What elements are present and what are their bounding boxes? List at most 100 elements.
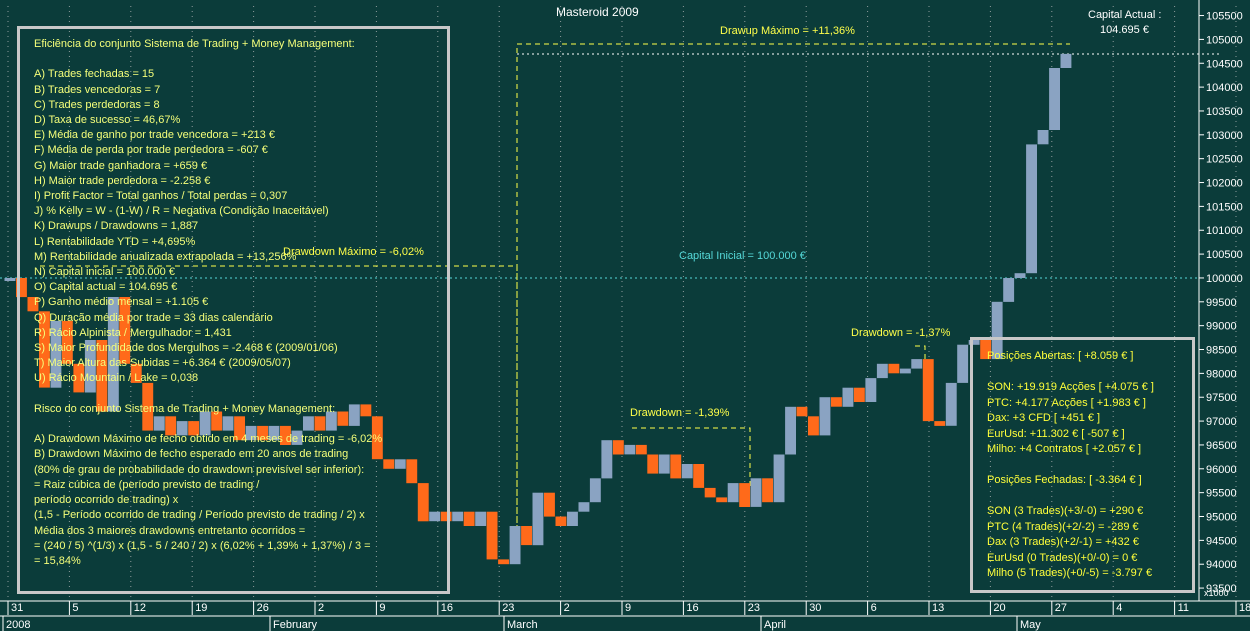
candle <box>291 430 303 445</box>
candle <box>1014 273 1026 278</box>
y-tick-label: 97500 <box>1206 392 1237 404</box>
candle <box>704 487 716 498</box>
y-tick-label: 104500 <box>1206 58 1243 70</box>
candle <box>991 301 1003 360</box>
candle <box>819 397 831 436</box>
candle <box>73 363 85 393</box>
candle <box>96 340 108 412</box>
drawdown-1-label: Drawdown = -1,39% <box>630 407 730 419</box>
candle <box>337 411 349 426</box>
stats-line: = (240 / 5) ^(1/3) x (1,5 - 5 / 240 / 2)… <box>34 539 371 552</box>
candle <box>1003 278 1015 302</box>
stats-line: G) Maior trade ganhadora = +659 € <box>34 159 208 172</box>
drawdown-2-label: Drawdown = -1,37% <box>851 327 951 339</box>
candle <box>440 511 452 522</box>
candle <box>796 406 808 417</box>
candle <box>899 368 911 374</box>
candle <box>716 497 728 503</box>
candle <box>130 363 142 383</box>
stats-line: = 15,84% <box>34 554 81 567</box>
candle <box>945 382 957 426</box>
stats-line: Risco do conjunto Sistema de Trading + M… <box>34 402 336 415</box>
positions-line <box>987 458 1154 474</box>
drawdown-max-label: Drawdown Máximo = -6,02% <box>283 246 424 258</box>
x-axis: 31 5 12 19 26 2 9 16 23 2 9 16 23 30 6 13 20 27 4 11 18 2008 F… <box>0 600 1250 631</box>
stats-line: Eficiência do conjunto Sistema de Tradin… <box>34 38 355 50</box>
positions-line: SON: +19.919 Acções [ +4.075 € ] <box>987 381 1154 393</box>
x-tick-label: 26 <box>257 602 269 614</box>
candle <box>371 416 383 460</box>
stats-line: N) Capital inicial = 100.000 € <box>34 266 175 279</box>
stats-line: M) Rentabilidade anualizada extrapolada … <box>34 250 297 263</box>
candle <box>1060 53 1072 68</box>
candle <box>555 516 567 526</box>
stats-line: P) Ganho médio mensal = +1.105 € <box>34 296 209 309</box>
positions-line: PTC: +4.177 Acções [ +1.983 € ] <box>987 396 1146 409</box>
candle <box>1026 144 1037 274</box>
candle <box>624 444 636 455</box>
positions-line: Milho: +4 Contratos [ +2.057 € ] <box>987 443 1142 455</box>
candle <box>544 492 555 517</box>
candle <box>601 440 613 479</box>
candle <box>463 511 475 526</box>
x-tick-label: 30 <box>809 602 821 614</box>
candle <box>303 416 314 431</box>
y-tick-label: 95000 <box>1206 512 1237 524</box>
x-tick-label: 27 <box>1055 602 1067 614</box>
candle <box>486 511 498 560</box>
candle <box>693 464 705 488</box>
drawdown-2-bracket <box>915 345 926 408</box>
positions-lines: Posições Abertas: [ +8.059 € ] SON: +19.… <box>987 349 1154 582</box>
candle <box>61 320 73 364</box>
stats-line: (1,5 - Período ocorrido de trading / Per… <box>34 509 365 522</box>
y-tick-label: 104000 <box>1206 82 1243 94</box>
candle <box>429 511 441 522</box>
stats-line: Q) Duração média por trade = 33 dias cal… <box>34 311 273 324</box>
candle <box>785 406 796 455</box>
y-tick-label: 101500 <box>1206 201 1243 213</box>
stats-line: S) Maior Profundidade dos Mergulhos = -2… <box>34 342 338 355</box>
stats-line: = Raiz cúbica de (período previsto de tr… <box>34 478 260 491</box>
candle <box>50 320 62 388</box>
stats-line: Média dos 3 maiores drawdowns entretanto… <box>34 524 306 537</box>
x-tick-label: 23 <box>748 602 760 614</box>
candle <box>475 511 487 526</box>
candle <box>16 278 27 298</box>
candle <box>750 478 762 507</box>
candle <box>865 378 877 402</box>
candle <box>176 421 188 436</box>
stats-line: B) Drawdown Máximo de fecho esperado em … <box>34 448 349 461</box>
candle <box>681 464 693 479</box>
candle <box>119 297 131 364</box>
y-tick-label: 102000 <box>1206 178 1243 190</box>
candle <box>567 511 578 526</box>
x-tick-label: 4 <box>1116 602 1122 614</box>
candle <box>727 483 739 503</box>
stats-line: T) Maior Altura das Subidas = +6.364 € (… <box>34 357 291 370</box>
candle <box>911 359 923 369</box>
y-tick-label: 99500 <box>1206 297 1237 309</box>
candle <box>188 421 200 436</box>
x-tick-label: 18 <box>1239 602 1250 614</box>
month-label: 2008 <box>6 619 30 631</box>
capital-inicial-label: Capital Inicial = 100.000 € <box>679 250 806 262</box>
candle <box>222 416 234 431</box>
drawup-max-label: Drawup Máximo = +11,36% <box>720 25 855 37</box>
stats-line: período ocorrido de trading) x <box>34 494 179 507</box>
candle <box>142 382 154 431</box>
candle <box>452 511 464 522</box>
x-tick-label: 31 <box>11 602 23 614</box>
stats-line: A) Trades fechadas = 15 <box>34 68 155 81</box>
x-tick-label: 2 <box>564 602 570 614</box>
y-tick-label: 96000 <box>1206 464 1237 476</box>
stats-panel: Eficiência do conjunto Sistema de Tradin… <box>17 26 450 594</box>
y-tick-label: 97000 <box>1206 416 1237 428</box>
candle <box>394 459 406 469</box>
chart-title: Masteroid 2009 <box>556 5 639 19</box>
stats-line: E) Média de ganho por trade vencedora = … <box>34 129 275 142</box>
x-tick-label: 9 <box>379 602 385 614</box>
stats-line: B) Trades vencedoras = 7 <box>34 83 161 96</box>
scale-note: x1000 <box>1204 588 1229 598</box>
positions-line: EurUsd: +11.302 € [ -507 € ] <box>987 427 1125 440</box>
